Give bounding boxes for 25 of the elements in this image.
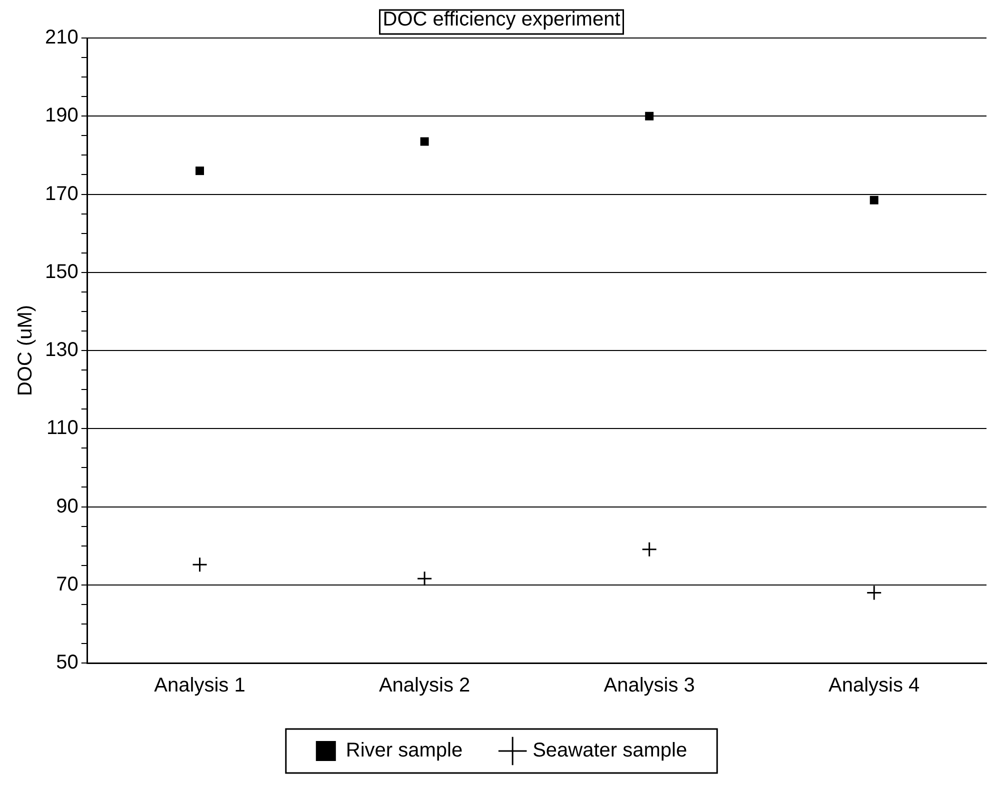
x-tick-label: Analysis 3 (604, 674, 695, 697)
y-axis-title: DOC (uM) (14, 304, 37, 396)
point (416, 570, 432, 586)
y-tick-label: 90 (56, 495, 78, 518)
y-tick-label: 150 (44, 260, 78, 283)
y-tick-label: 70 (56, 573, 78, 596)
y-tick-label: 130 (44, 339, 78, 362)
y-tick-label: 170 (44, 182, 78, 205)
point (866, 584, 882, 600)
y-tick-label: 110 (46, 417, 78, 440)
y-tick-label: 210 (44, 26, 78, 49)
point (642, 542, 658, 558)
point (196, 166, 204, 176)
y-tick-label: 190 (44, 104, 78, 127)
point (645, 112, 654, 120)
y-tick-label: 50 (56, 652, 78, 674)
point (870, 196, 878, 204)
legend-label: Seawater sample (532, 740, 688, 762)
chart-title: DOC efficiency experiment (382, 8, 621, 31)
x-tick-label: Analysis 4 (828, 674, 920, 697)
point (192, 556, 208, 572)
x-tick-label: Analysis 2 (378, 674, 470, 697)
point (420, 137, 429, 146)
legend-label: River sample (346, 740, 463, 762)
x-tick-label: Analysis 1 (154, 674, 246, 697)
